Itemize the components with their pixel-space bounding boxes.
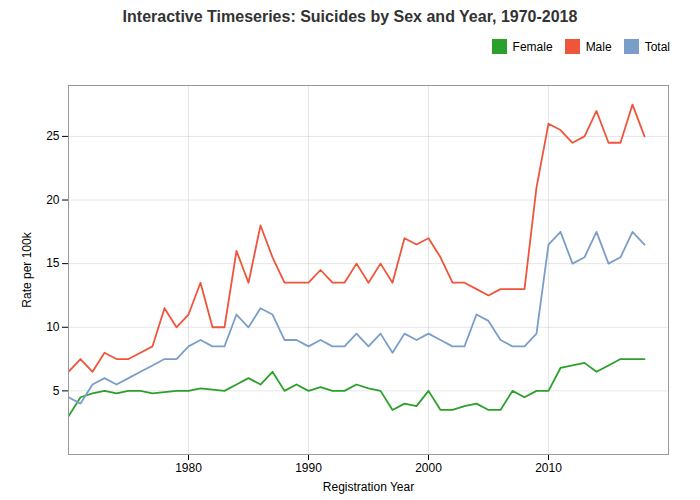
svg-text:10: 10 (46, 320, 60, 334)
svg-text:1990: 1990 (295, 461, 322, 475)
svg-text:Registration Year: Registration Year (323, 480, 414, 494)
svg-text:2000: 2000 (415, 461, 442, 475)
svg-text:20: 20 (46, 193, 60, 207)
html-text:Female: Female (512, 39, 553, 54)
svg-text:5: 5 (53, 384, 60, 398)
html-text:Total: Total (644, 39, 670, 54)
svg-text:15: 15 (46, 256, 60, 270)
svg-text:Rate per 100k: Rate per 100k (20, 231, 34, 307)
html-text:Male: Male (585, 39, 612, 54)
html-text:Interactive Timeseries: Suicid: Interactive Timeseries: Suicides by Sex … (122, 8, 578, 25)
svg-text:25: 25 (46, 129, 60, 143)
svg-text:2010: 2010 (535, 461, 562, 475)
svg-text:1980: 1980 (175, 461, 202, 475)
